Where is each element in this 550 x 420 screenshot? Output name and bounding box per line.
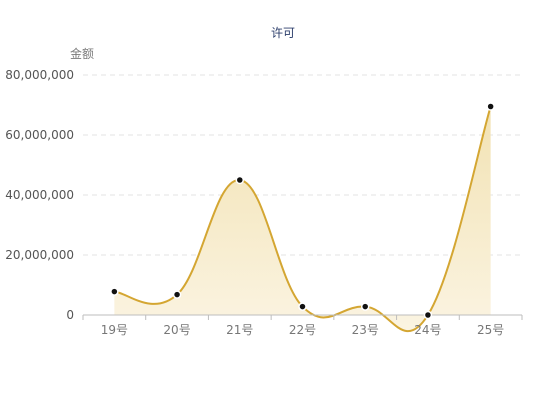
data-point-19号[interactable] [110, 287, 119, 296]
data-point-21号[interactable] [235, 175, 245, 185]
gridlines [83, 74, 522, 256]
series-area [114, 106, 491, 332]
y-tick-label: 20,000,000 [5, 248, 74, 262]
y-axis-ticks: 0 20,000,000 40,000,000 60,000,000 80,000,00… [5, 68, 74, 322]
x-axis [82, 314, 523, 320]
series-area-fill [114, 106, 491, 332]
x-tick-label: 24号 [414, 323, 441, 337]
y-axis-label: 金额 [70, 46, 94, 61]
data-point-24号[interactable] [423, 310, 433, 320]
series-line-path [114, 106, 492, 333]
data-point-23号[interactable] [360, 302, 370, 311]
x-tick-label: 25号 [477, 323, 504, 337]
y-tick-label: 80,000,000 [5, 68, 74, 82]
x-tick-label: 19号 [101, 323, 128, 337]
x-axis-ticks: 19号 20号 21号 22号 23号 24号 25号 [101, 323, 505, 337]
x-tick-label: 20号 [163, 323, 190, 337]
data-points [110, 102, 495, 320]
series-line [114, 106, 492, 333]
y-tick-label: 60,000,000 [5, 128, 74, 142]
data-point-20号[interactable] [172, 290, 182, 299]
chart-title: 许可 [271, 26, 295, 40]
data-point-25号[interactable] [486, 102, 495, 111]
x-tick-label: 23号 [352, 323, 379, 337]
x-tick-label: 22号 [289, 323, 316, 337]
y-tick-label: 40,000,000 [5, 188, 74, 202]
x-tick-label: 21号 [226, 323, 253, 337]
y-tick-label: 0 [66, 308, 74, 322]
data-point-22号[interactable] [298, 302, 307, 311]
